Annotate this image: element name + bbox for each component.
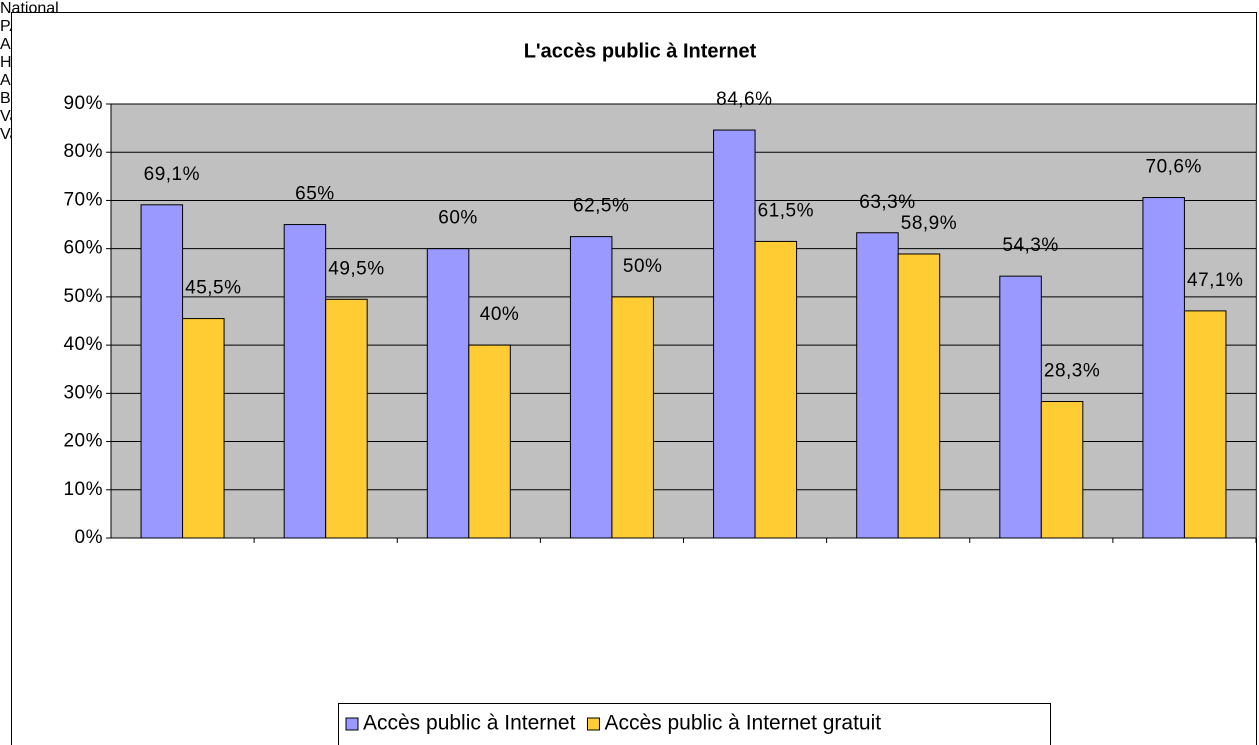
bar xyxy=(611,296,654,539)
legend-swatch xyxy=(586,717,600,731)
bar xyxy=(897,253,941,539)
plot-area xyxy=(110,103,1257,539)
y-tick-label: 20% xyxy=(63,431,103,452)
data-label: 50% xyxy=(623,256,663,277)
bar xyxy=(999,275,1042,539)
data-label: 49,5% xyxy=(328,258,384,279)
data-label: 62,5% xyxy=(573,196,629,217)
data-label: 69,1% xyxy=(144,164,200,185)
bar xyxy=(1183,310,1227,539)
data-label: 60% xyxy=(438,208,478,229)
legend-label: Accès public à Internet gratuit xyxy=(604,712,881,735)
legend-swatch xyxy=(345,717,359,731)
y-tick-label: 90% xyxy=(63,93,103,114)
y-tick-label: 70% xyxy=(63,189,103,210)
legend: Accès public à Internet Accès public à In… xyxy=(338,703,1051,745)
data-label: 58,9% xyxy=(901,213,957,234)
data-label: 84,6% xyxy=(716,89,772,110)
y-tick-label: 30% xyxy=(63,382,103,403)
bar xyxy=(468,344,511,539)
bar xyxy=(856,232,899,539)
data-label: 47,1% xyxy=(1187,270,1243,291)
data-label: 63,3% xyxy=(859,192,915,213)
bar xyxy=(140,204,184,539)
y-tick-label: 10% xyxy=(63,479,103,500)
bar xyxy=(182,318,225,539)
y-tick-label: 0% xyxy=(75,527,103,548)
bar xyxy=(1142,197,1185,539)
data-label: 28,3% xyxy=(1044,361,1100,382)
bar xyxy=(283,224,327,539)
bar xyxy=(426,248,470,539)
y-tick-label: 60% xyxy=(63,238,103,259)
legend-box xyxy=(338,703,1051,745)
data-label: 40% xyxy=(480,304,520,325)
legend-label: Accès public à Internet xyxy=(363,712,576,735)
bar xyxy=(1040,401,1084,539)
y-tick-label: 50% xyxy=(63,286,103,307)
data-label: 65% xyxy=(295,184,335,205)
y-tick-label: 40% xyxy=(63,334,103,355)
bar xyxy=(569,236,613,539)
data-label: 70,6% xyxy=(1146,157,1202,178)
chart-title: L'accès public à Internet xyxy=(524,40,757,62)
data-label: 61,5% xyxy=(758,200,814,221)
data-label: 54,3% xyxy=(1002,235,1058,256)
bar xyxy=(754,240,798,539)
bar xyxy=(325,298,368,539)
bar xyxy=(713,129,756,539)
data-label: 45,5% xyxy=(185,278,241,299)
y-tick-label: 80% xyxy=(63,141,103,162)
